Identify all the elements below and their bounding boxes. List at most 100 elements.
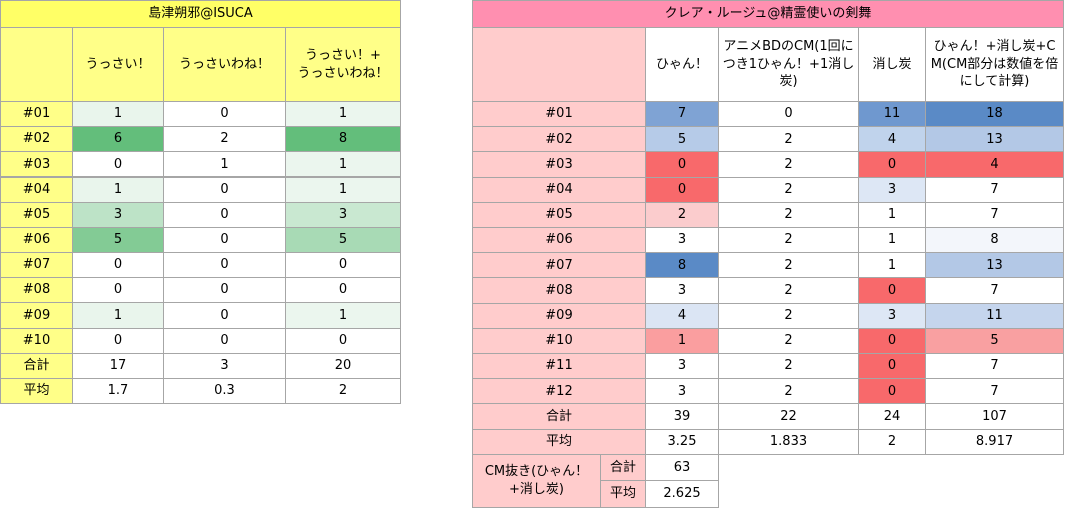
value-cell: 3 — [645, 378, 719, 405]
value-cell: 1 — [285, 101, 401, 128]
value-cell: 0 — [858, 151, 926, 178]
value-cell: 7 — [645, 101, 719, 128]
row-label: 合計 — [600, 453, 646, 482]
row-label: #07 — [0, 252, 73, 279]
value-cell: 0 — [858, 378, 926, 405]
value-cell: 8 — [645, 252, 719, 279]
value-cell: 1.7 — [72, 377, 164, 405]
value-cell: 8 — [925, 227, 1064, 254]
value-cell: 4 — [858, 126, 926, 153]
value-cell: 107 — [925, 403, 1064, 430]
header-cell: 消し炭 — [858, 27, 926, 102]
value-cell: 18 — [925, 101, 1064, 128]
value-cell: 1 — [72, 101, 164, 128]
value-cell: 0 — [163, 201, 286, 228]
value-cell: 3 — [285, 201, 401, 228]
value-cell: 2 — [163, 126, 286, 153]
value-cell: 0 — [858, 327, 926, 354]
value-cell: 17 — [72, 352, 164, 379]
value-cell: 2 — [718, 378, 859, 405]
value-cell: 5 — [285, 226, 401, 253]
header-cell: アニメBDのCM(1回につき1ひゃん！+1消し炭) — [718, 27, 859, 102]
table-title: クレア・ルージュ@精霊使いの剣舞 — [472, 0, 1064, 28]
value-cell: 20 — [285, 352, 401, 379]
value-cell: 5 — [925, 327, 1064, 354]
header-cell — [0, 27, 73, 102]
value-cell: 11 — [925, 302, 1064, 329]
value-cell: 0 — [163, 252, 286, 279]
value-cell: 3 — [72, 201, 164, 228]
value-cell: 1 — [285, 302, 401, 329]
value-cell: 2 — [285, 377, 401, 405]
value-cell: 2 — [718, 151, 859, 178]
row-label: #09 — [0, 302, 73, 329]
value-cell: 1 — [72, 176, 164, 203]
header-cell: うっさい！+ うっさいわね！ — [285, 27, 401, 102]
row-label: #04 — [0, 176, 73, 203]
value-cell: 3 — [858, 176, 926, 203]
value-cell: 13 — [925, 252, 1064, 279]
row-label: #08 — [0, 277, 73, 304]
value-cell: 1 — [285, 176, 401, 203]
value-cell: 2.625 — [645, 480, 719, 508]
value-cell: 1 — [858, 252, 926, 279]
value-cell: 2 — [718, 302, 859, 329]
row-label: 合計 — [0, 352, 73, 379]
value-cell: 0 — [718, 101, 859, 128]
value-cell: 0.3 — [163, 377, 286, 405]
value-cell: 24 — [858, 403, 926, 430]
value-cell: 1 — [72, 302, 164, 329]
value-cell: 0 — [285, 277, 401, 304]
value-cell: 8.917 — [925, 428, 1064, 455]
value-cell: 13 — [925, 126, 1064, 153]
row-label: #06 — [0, 226, 73, 253]
value-cell: 3 — [858, 302, 926, 329]
value-cell: 7 — [925, 277, 1064, 304]
header-cell: うっさいわね！ — [163, 27, 286, 102]
value-cell: 0 — [72, 327, 164, 354]
value-cell: 0 — [72, 252, 164, 279]
value-cell: 1 — [645, 327, 719, 354]
value-cell: 7 — [925, 176, 1064, 203]
value-cell: 2 — [718, 252, 859, 279]
value-cell: 0 — [285, 327, 401, 354]
header-cell: ひゃん！+消し炭+CM(CM部分は数値を倍にして計算) — [925, 27, 1064, 102]
value-cell: 5 — [645, 126, 719, 153]
row-label: #04 — [472, 176, 646, 203]
value-cell: 1 — [858, 227, 926, 254]
value-cell: 3 — [645, 277, 719, 304]
value-cell: 0 — [645, 151, 719, 178]
value-cell: 0 — [858, 277, 926, 304]
row-label: #01 — [472, 101, 646, 128]
value-cell: 0 — [72, 151, 164, 178]
value-cell: 0 — [163, 327, 286, 354]
header-cell — [472, 27, 646, 102]
value-cell: 3 — [645, 227, 719, 254]
row-label: 平均 — [0, 377, 73, 405]
row-label: #07 — [472, 252, 646, 279]
value-cell: 63 — [645, 453, 719, 482]
value-cell: 1 — [163, 151, 286, 178]
value-cell: 3.25 — [645, 428, 719, 455]
value-cell: 0 — [163, 176, 286, 203]
value-cell: 7 — [925, 201, 1064, 228]
value-cell: 6 — [72, 126, 164, 153]
value-cell: 2 — [645, 201, 719, 228]
value-cell: 0 — [163, 226, 286, 253]
value-cell: 39 — [645, 403, 719, 430]
row-label: CM抜き(ひゃん！+消し炭) — [472, 453, 601, 508]
row-label: #10 — [0, 327, 73, 354]
value-cell: 2 — [718, 353, 859, 380]
value-cell: 7 — [925, 378, 1064, 405]
row-label: 平均 — [472, 428, 646, 455]
row-label: #05 — [0, 201, 73, 228]
value-cell: 4 — [925, 151, 1064, 178]
value-cell: 8 — [285, 126, 401, 153]
value-cell: 11 — [858, 101, 926, 128]
value-cell: 0 — [285, 252, 401, 279]
table-title: 島津朔邪@ISUCA — [0, 0, 401, 28]
row-label: #05 — [472, 201, 646, 228]
value-cell: 2 — [858, 428, 926, 455]
row-label: #10 — [472, 327, 646, 354]
value-cell: 7 — [925, 353, 1064, 380]
